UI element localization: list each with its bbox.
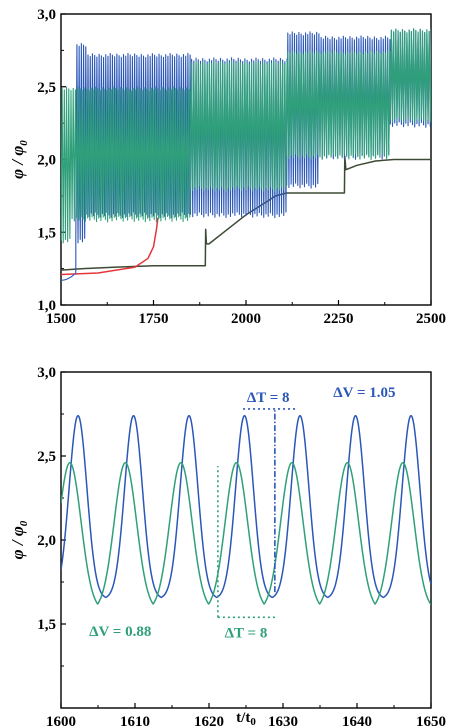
label-main: φ / φ: [8, 146, 27, 179]
label-subscript: 0: [18, 140, 30, 146]
y-tick-label: 1,5: [37, 225, 56, 241]
y-tick-label: 2,0: [37, 153, 56, 169]
plot-frame: [60, 371, 432, 709]
y-axis-title: φ / φ0: [8, 140, 30, 179]
y-tick-label: 2,5: [37, 80, 56, 96]
label-subscript: 0: [250, 716, 256, 726]
y-tick-label: 2,0: [37, 533, 56, 549]
x-tick-label: 1650: [416, 714, 446, 726]
x-tick-label: 1500: [46, 311, 76, 327]
y-tick-label: 3,0: [37, 365, 56, 381]
series-line-0: [61, 414, 431, 599]
x-tick-label: 1750: [139, 311, 169, 327]
y-tick-label: 3,0: [37, 7, 56, 23]
series-line-1: [61, 461, 431, 605]
y-tick-label: 2,5: [37, 449, 56, 465]
x-tick-label: 2500: [416, 311, 446, 327]
label-main: φ / φ: [8, 526, 27, 559]
x-axis-title: t/t0: [236, 710, 256, 726]
x-tick-label: 1610: [120, 714, 150, 726]
y-tick-label: 1,5: [37, 617, 56, 633]
y-tick-label: 1,0: [37, 298, 56, 314]
x-tick-label: 2250: [324, 311, 354, 327]
chart-bottom: 1600 1610 1620 1630 1640 1650 1,5 2,0 2,5 3,0 φ / …: [8, 365, 446, 726]
x-tick-label: 1640: [342, 714, 372, 726]
chart-top: 1500 1750 2000 2250 2500 1,0 1,5 2,0 2,5 3,0 φ / φ…: [8, 7, 446, 327]
series-layer: [61, 28, 431, 281]
x-tick-label: 1620: [194, 714, 224, 726]
x-tick-label: 1600: [46, 714, 76, 726]
series-layer: [61, 414, 431, 605]
series-line-3: [61, 28, 431, 244]
annotation-2: ΔV = 0.88: [89, 624, 151, 640]
series-line-1: [61, 217, 159, 276]
x-tick-label: 2000: [231, 311, 261, 327]
y-axis-title: φ / φ0: [8, 520, 30, 559]
label-subscript: 0: [18, 520, 30, 526]
annotation-1: ΔV = 1.05: [333, 385, 395, 401]
x-tick-label: 1630: [268, 714, 298, 726]
annotation-0: ΔT = 8: [247, 390, 290, 406]
label-main: t/t: [236, 710, 250, 726]
annotation-3: ΔT = 8: [225, 625, 268, 641]
